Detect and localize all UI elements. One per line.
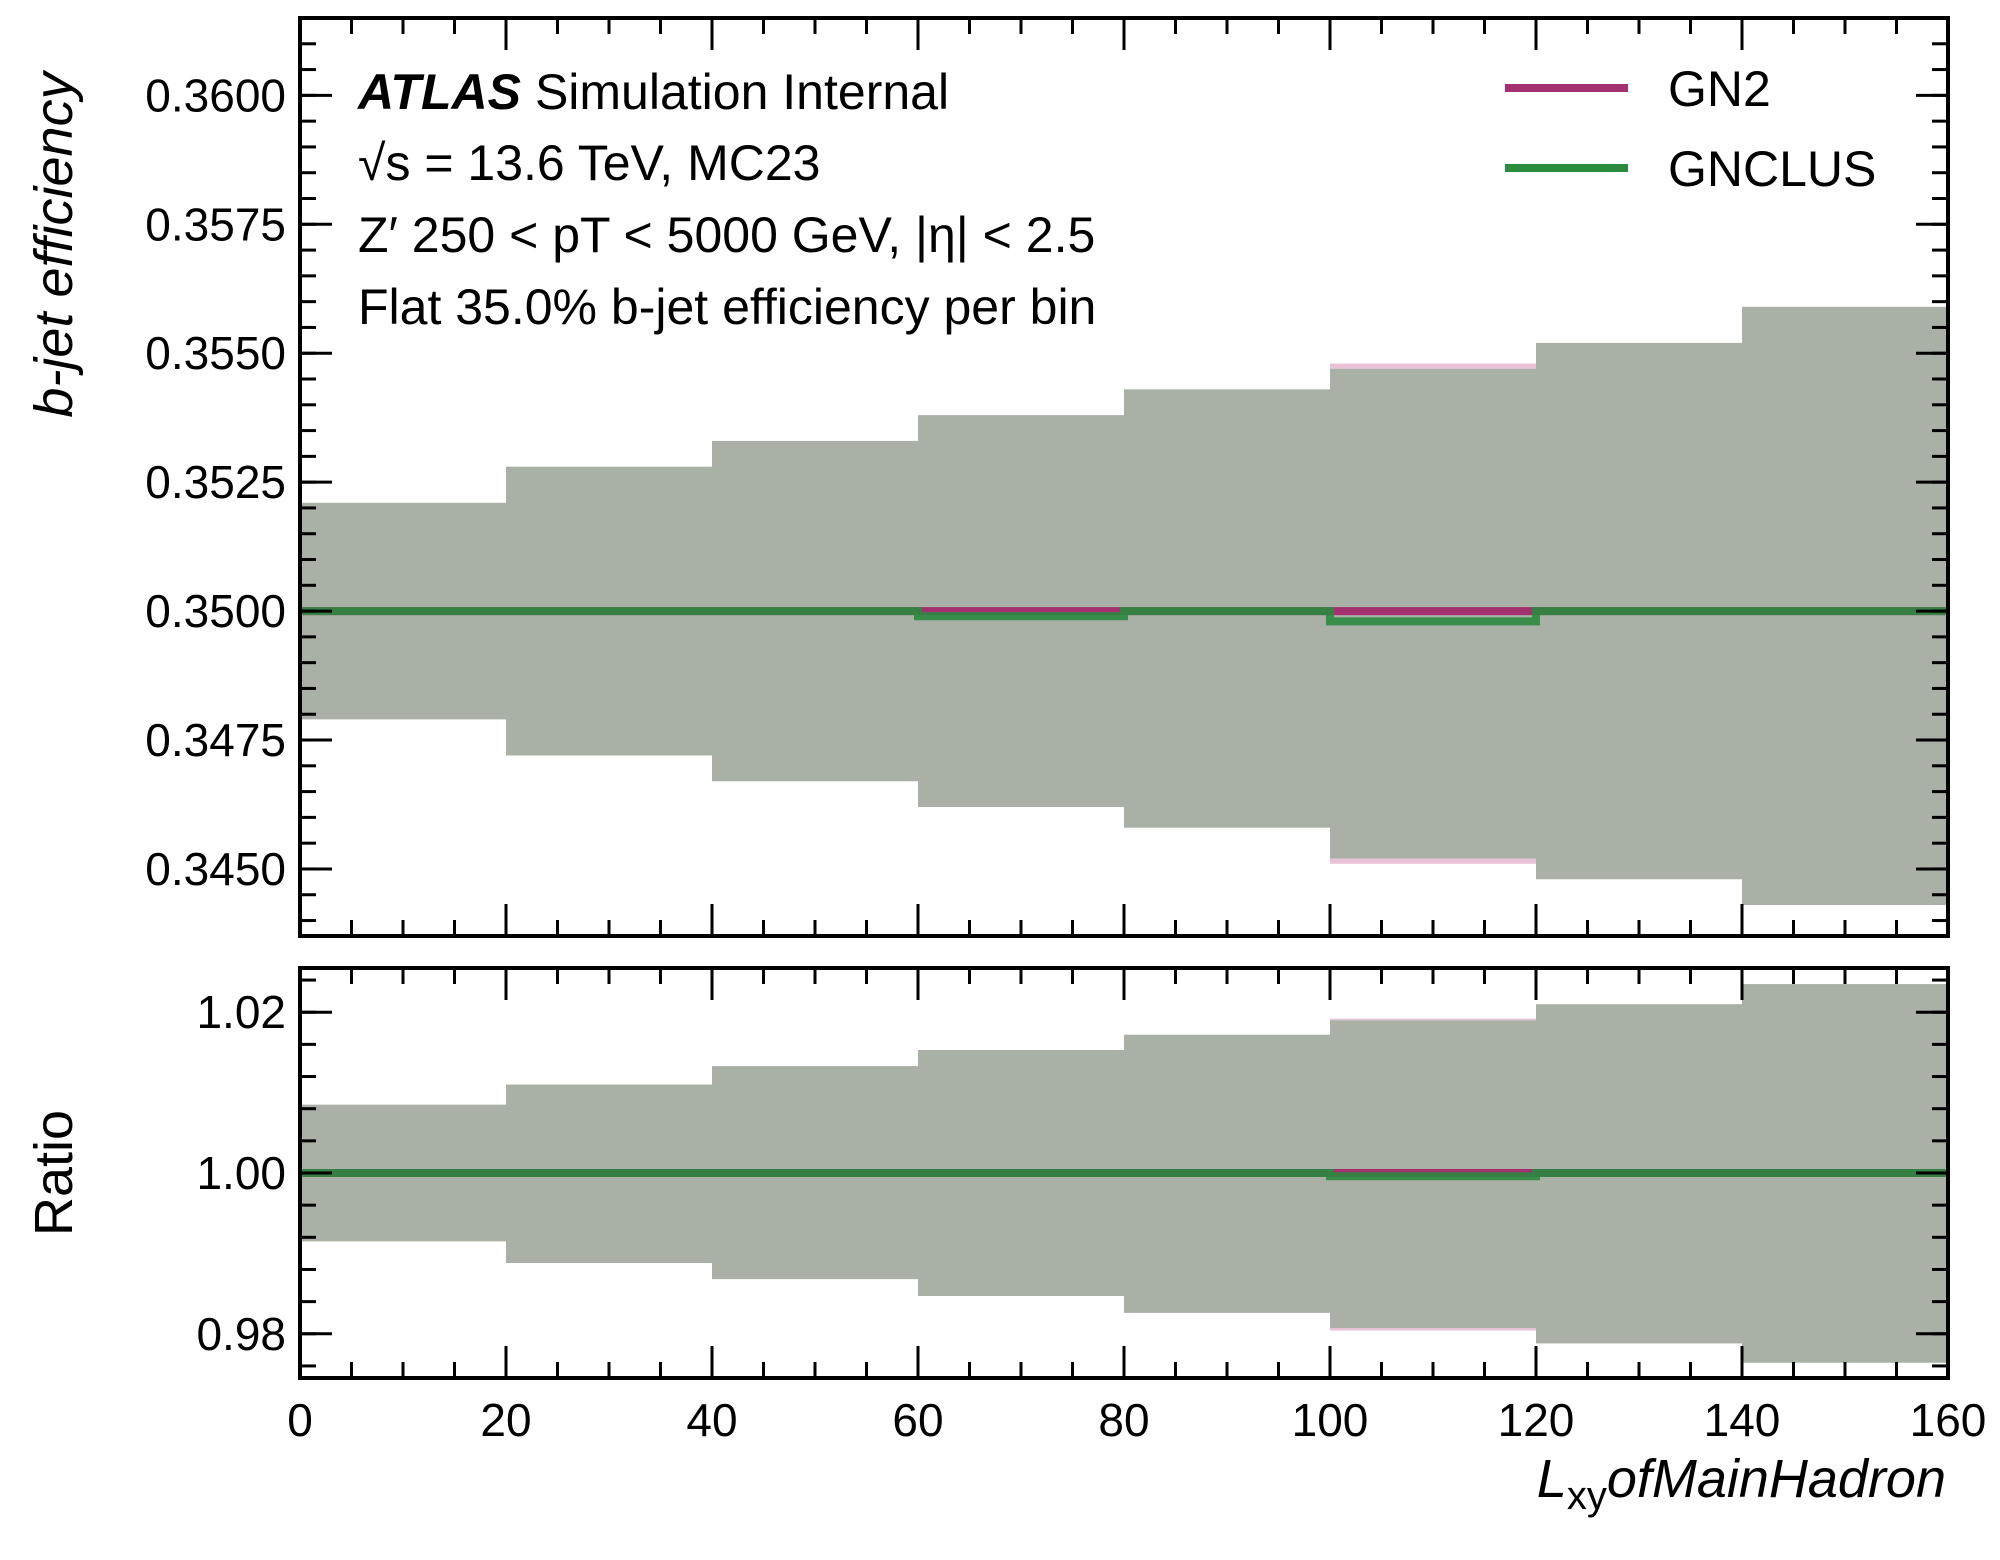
top-lines: [300, 607, 1948, 626]
atlas-wordmark: ATLAS: [356, 64, 521, 120]
x-tick-label: 80: [1098, 1394, 1149, 1446]
y-tick-label: 1.00: [196, 1147, 286, 1199]
y-tick-label: 0.3525: [145, 456, 286, 508]
bottom-ticks: 0 20 40 60 80 100 120 140 160 0.98 1.00 1.02: [196, 968, 1986, 1446]
top-y-axis-label: b-jet efficiency: [24, 69, 84, 417]
x-tick-label: 160: [1910, 1394, 1987, 1446]
simulation-internal-text: Simulation Internal: [535, 64, 949, 120]
y-tick-label: 0.3575: [145, 198, 286, 250]
legend-label-gn2: GN2: [1668, 61, 1771, 117]
top-bands: [300, 306, 1949, 906]
y-tick-label: 0.3550: [145, 327, 286, 379]
bottom-lines: [300, 1169, 1948, 1181]
y-tick-label: 0.3475: [145, 714, 286, 766]
bottom-y-axis-label: Ratio: [24, 1110, 84, 1236]
atlas-label: ATLAS Simulation Internal: [356, 64, 949, 120]
y-tick-label: 0.3500: [145, 585, 286, 637]
series-line-gnclus: [300, 607, 1948, 626]
x-axis-label: LxyofMainHadron: [1537, 1449, 1946, 1518]
x-axis-label-main: L: [1537, 1449, 1567, 1509]
legend-label-gnclus: GNCLUS: [1668, 141, 1876, 197]
band-sliver-high: [1330, 363, 1536, 369]
y-tick-label: 0.3450: [145, 843, 286, 895]
series-line-gnclus: [300, 1169, 1948, 1181]
x-tick-label: 60: [892, 1394, 943, 1446]
uncertainty-band-bin: [1742, 306, 1949, 906]
x-axis-label-rest: ofMainHadron: [1607, 1449, 1946, 1509]
y-tick-label: 1.02: [196, 986, 286, 1038]
x-tick-label: 20: [480, 1394, 531, 1446]
band-sliver-high: [1330, 1018, 1536, 1021]
bottom-plot-frame: [298, 966, 1950, 1380]
y-tick-label: 0.3600: [145, 69, 286, 121]
top-plot-frame: [298, 16, 1950, 938]
y-tick-label: 0.98: [196, 1308, 286, 1360]
x-tick-label: 40: [686, 1394, 737, 1446]
x-tick-label: 120: [1498, 1394, 1575, 1446]
band-sliver-low: [1330, 858, 1536, 864]
energy-label: √s = 13.6 TeV, MC23: [358, 135, 820, 191]
x-tick-label: 140: [1704, 1394, 1781, 1446]
x-tick-label: 100: [1292, 1394, 1369, 1446]
x-axis-label-subscript: xy: [1567, 1474, 1607, 1518]
top-y-axis-label-text: b-jet efficiency: [24, 69, 84, 417]
working-point-label: Flat 35.0% b-jet efficiency per bin: [358, 279, 1096, 335]
legend: GN2 GNCLUS: [1505, 61, 1876, 197]
x-tick-label: 0: [287, 1394, 313, 1446]
top-ticks: 0.3450 0.3475 0.3500 0.3525 0.3550 0.3575 0.36…: [145, 16, 1950, 936]
kinematic-selection-label: Z′ 250 < pT < 5000 GeV, |η| < 2.5: [358, 207, 1095, 263]
top-panel: 0.3450 0.3475 0.3500 0.3525 0.3550 0.3575 0.36…: [24, 16, 1950, 938]
band-sliver-low: [1330, 1328, 1536, 1331]
